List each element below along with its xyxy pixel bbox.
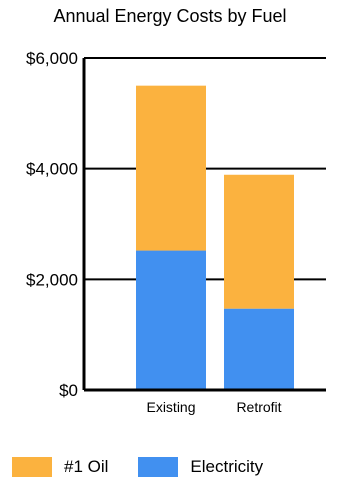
legend-swatch-electricity (138, 457, 179, 477)
chart-plot: $0 $2,000 $4,000 $6,000 Existing Retrofit (26, 49, 326, 415)
bars (136, 85, 294, 390)
x-tick-labels: Existing Retrofit (146, 399, 281, 415)
legend: #1 Oil Electricity (12, 456, 293, 478)
bar-retrofit-1-oil (224, 174, 294, 309)
bar-existing-1-oil (136, 85, 206, 251)
y-tick-label-1: $2,000 (26, 270, 78, 289)
axes (82, 58, 326, 392)
legend-label-electricity: Electricity (190, 457, 264, 476)
bar-retrofit-electricity (224, 308, 294, 390)
x-tick-label-existing: Existing (146, 399, 195, 415)
x-tick-label-retrofit: Retrofit (236, 399, 281, 415)
legend-item-electricity: Electricity (138, 457, 263, 477)
chart-title: Annual Energy Costs by Fuel (53, 6, 287, 26)
y-tick-label-0: $0 (59, 381, 78, 400)
y-tick-labels: $0 $2,000 $4,000 $6,000 (26, 49, 78, 400)
legend-label-oil: #1 Oil (64, 457, 109, 476)
y-tick-label-3: $6,000 (26, 49, 78, 68)
bar-existing-electricity (136, 250, 206, 390)
y-tick-label-2: $4,000 (26, 160, 78, 179)
legend-item-oil: #1 Oil (12, 457, 108, 477)
legend-swatch-oil (12, 457, 52, 477)
